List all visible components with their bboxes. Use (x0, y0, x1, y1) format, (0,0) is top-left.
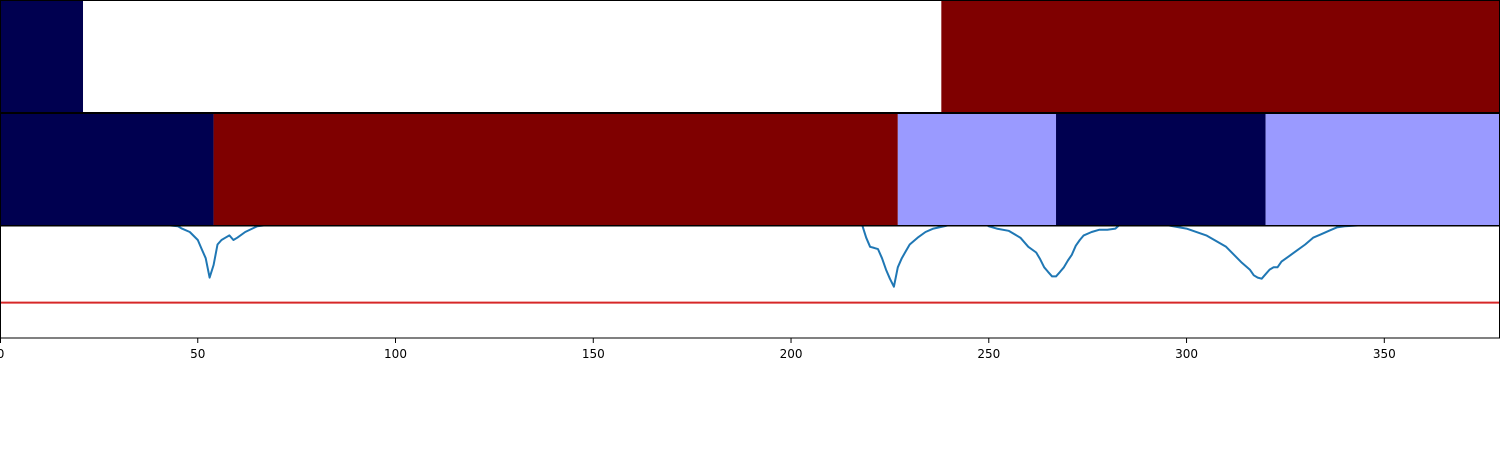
segment-row2-block-3 (897, 113, 1057, 226)
segment-row-1 (0, 0, 1499, 113)
x-tick-label: 300 (1175, 347, 1198, 361)
segment-row2-block-5 (1265, 113, 1499, 226)
x-axis: 0 50 100 150 200 250 300 350 (0, 338, 1396, 361)
signal-panel (0, 226, 1499, 304)
panel-frame-3 (0, 225, 1500, 339)
x-tick-label: 200 (780, 347, 803, 361)
x-tick-label: 0 (0, 347, 4, 361)
segment-row1-block-2 (83, 0, 942, 113)
segment-row1-block-3 (941, 0, 1499, 113)
segment-row1-block-1 (0, 0, 84, 113)
x-tick-label: 350 (1373, 347, 1396, 361)
signal-line (165, 226, 1388, 288)
x-tick-label: 100 (384, 347, 407, 361)
segment-row2-block-4 (1056, 113, 1266, 226)
x-tick-label: 250 (977, 347, 1000, 361)
x-tick-label: 150 (582, 347, 605, 361)
segment-row-2 (0, 113, 1499, 226)
segment-row2-block-2 (213, 113, 898, 226)
segment-row2-block-1 (0, 113, 214, 226)
x-tick-label: 50 (190, 347, 205, 361)
